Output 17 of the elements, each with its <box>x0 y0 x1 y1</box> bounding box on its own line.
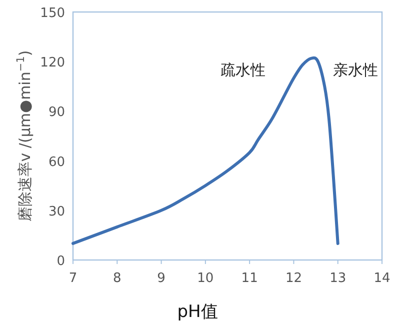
y-tick-label: 150 <box>40 6 65 21</box>
x-tick-label: 8 <box>113 271 122 286</box>
annotation: 亲水性 <box>333 60 378 79</box>
x-tick-label: 12 <box>285 271 302 286</box>
x-tick-label: 14 <box>374 271 390 286</box>
y-tick-label: 60 <box>48 154 65 170</box>
x-tick-label: 10 <box>197 271 214 286</box>
y-tick-label: 30 <box>48 204 65 220</box>
x-axis-title: pH值 <box>177 302 218 322</box>
y-tick-label: 90 <box>48 105 65 120</box>
y-tick-label: 120 <box>40 56 65 71</box>
x-tick-label: 9 <box>157 271 166 286</box>
x-tick-label: 7 <box>68 271 78 286</box>
y-tick-label: 0 <box>56 254 65 269</box>
annotation: 疏水性 <box>220 60 266 79</box>
x-tick-label: 11 <box>241 271 258 286</box>
x-tick-label: 13 <box>330 271 346 286</box>
